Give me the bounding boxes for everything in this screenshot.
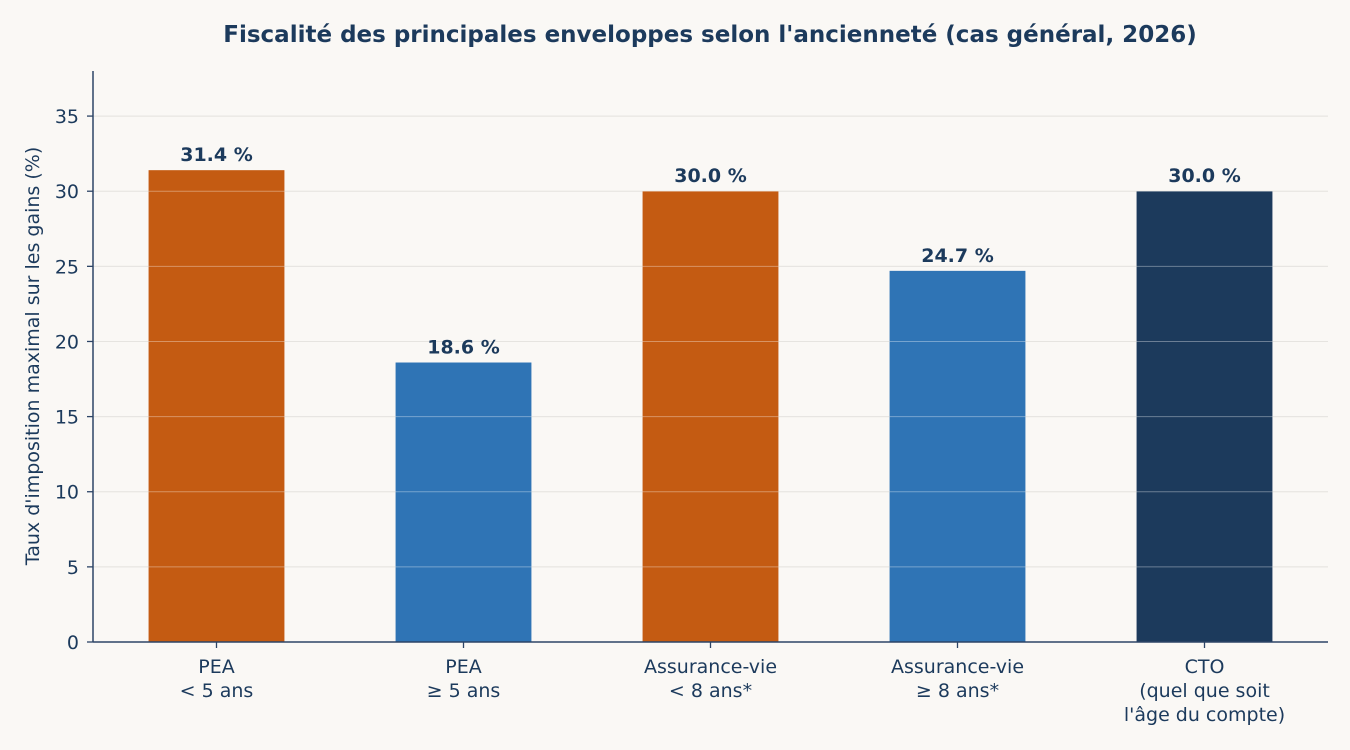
bar-value-label: 24.7 % <box>921 245 994 267</box>
x-tick-label: PEA <box>445 656 481 678</box>
bar-value-label: 18.6 % <box>427 337 500 359</box>
x-tick-label: Assurance-vie <box>891 656 1024 678</box>
x-tick-label: PEA <box>198 656 234 678</box>
x-tick-label: ≥ 5 ans <box>427 680 501 702</box>
bar <box>148 170 285 642</box>
bar-value-label: 31.4 % <box>180 144 253 166</box>
bar <box>889 270 1026 642</box>
bar-value-label: 30.0 % <box>1168 165 1241 187</box>
chart-title: Fiscalité des principales enveloppes sel… <box>223 22 1196 48</box>
y-tick-label: 30 <box>55 181 79 203</box>
x-tick-label: Assurance-vie <box>644 656 777 678</box>
bar <box>642 191 779 643</box>
y-tick-label: 20 <box>55 331 79 353</box>
x-tick-label: CTO <box>1185 656 1225 678</box>
x-tick-label: (quel que soit <box>1139 680 1270 702</box>
x-tick-label: < 8 ans* <box>669 680 752 702</box>
x-tick-label: ≥ 8 ans* <box>916 680 999 702</box>
y-axis-label: Taux d'imposition maximal sur les gains … <box>22 147 44 566</box>
x-tick-label: < 5 ans <box>180 680 254 702</box>
bars <box>93 115 1328 643</box>
y-tick-label: 5 <box>67 557 79 579</box>
y-tick-label: 0 <box>67 632 79 654</box>
bar <box>1136 191 1273 643</box>
axes <box>87 71 1328 648</box>
y-tick-label: 15 <box>55 407 79 429</box>
y-tick-label: 25 <box>55 256 79 278</box>
x-tick-label: l'âge du compte) <box>1124 704 1285 726</box>
bar-value-label: 30.0 % <box>674 165 747 187</box>
y-tick-label: 35 <box>55 106 79 128</box>
y-tick-label: 10 <box>55 482 79 504</box>
bar <box>395 362 532 642</box>
